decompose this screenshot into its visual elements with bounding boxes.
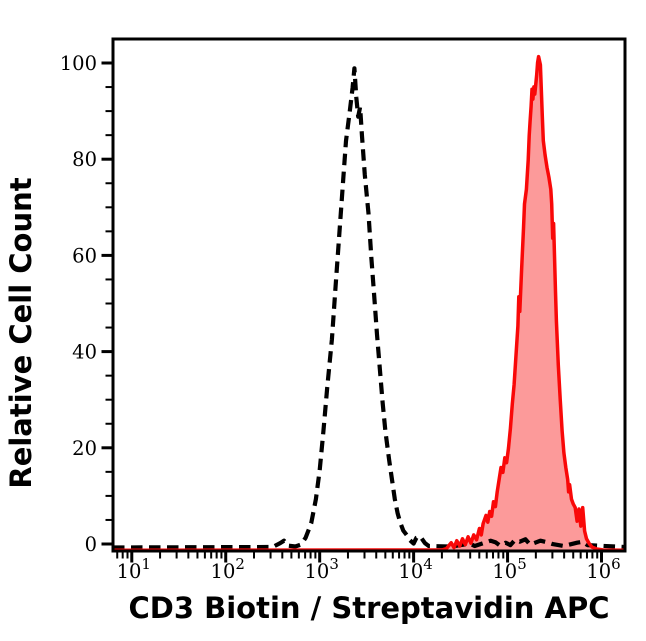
x-tick-label: 101 xyxy=(117,555,151,583)
y-axis-title: Relative Cell Count xyxy=(4,177,38,488)
x-tick-label: 105 xyxy=(492,555,526,583)
dashed-control-curve xyxy=(112,66,626,550)
y-tick-label: 20 xyxy=(72,437,97,460)
plot-frame xyxy=(111,37,627,553)
y-tick-label: 60 xyxy=(72,244,97,267)
x-tick-label: 104 xyxy=(398,555,432,583)
y-tick-label: 40 xyxy=(72,341,97,364)
axis-ticks xyxy=(101,61,604,563)
y-tick-label: 0 xyxy=(85,533,97,556)
plot-frame-box xyxy=(111,37,627,553)
x-axis-title: CD3 Biotin / Streptavidin APC xyxy=(128,591,609,625)
axis-tick-labels: 0 20 40 60 80 100 101 102 103 104 105 106 xyxy=(60,52,621,583)
series-layer xyxy=(112,54,626,553)
red-histogram-fill xyxy=(113,56,625,551)
x-tick-label: 103 xyxy=(304,555,338,583)
x-tick-label: 106 xyxy=(586,555,620,583)
red-histogram-outline xyxy=(112,54,626,553)
y-tick-label: 100 xyxy=(60,52,97,75)
y-tick-label: 80 xyxy=(72,148,97,171)
x-tick-label: 102 xyxy=(211,555,245,583)
